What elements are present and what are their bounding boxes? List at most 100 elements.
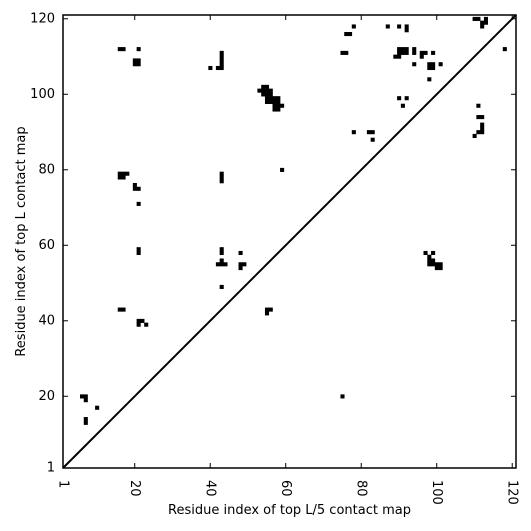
contact-cell (268, 88, 273, 93)
contact-cell (404, 24, 409, 29)
contact-cell (83, 420, 88, 425)
contact-cell (132, 182, 137, 188)
contact-cell (397, 50, 402, 55)
contact-cell (438, 262, 443, 267)
y-axis-label: Residue index of top L contact map (14, 126, 29, 356)
contact-cell (344, 50, 349, 55)
contact-cell (261, 88, 266, 93)
contact-cell (400, 50, 405, 55)
contact-cell (423, 250, 428, 256)
contact-cell (276, 107, 281, 112)
contact-cell (272, 103, 277, 108)
contact-cell (431, 250, 436, 256)
contact-cell (136, 47, 141, 52)
contact-cell (344, 31, 349, 37)
contact-cell (242, 262, 247, 267)
contact-cell (502, 47, 507, 52)
contact-cell (261, 84, 266, 89)
contact-cell (412, 47, 417, 52)
contact-cell (476, 115, 481, 120)
contact-cell (79, 394, 85, 399)
contact-cell (340, 50, 345, 55)
contact-cell (144, 322, 149, 327)
contact-cell (121, 171, 126, 176)
contact-cell (264, 88, 270, 93)
contact-cell (117, 171, 122, 176)
contact-cell (272, 96, 277, 101)
contact-cell (476, 103, 481, 108)
contact-cell (419, 50, 424, 55)
contact-cell (219, 262, 224, 267)
contact-cell (397, 47, 402, 52)
contact-cell (348, 31, 353, 37)
contact-cell (483, 16, 488, 21)
contact-cell (340, 394, 345, 399)
contact-cell (132, 58, 137, 63)
contact-cell (219, 175, 224, 180)
contact-cell (83, 394, 88, 399)
contact-cell (431, 258, 436, 263)
contact-cell (272, 99, 277, 105)
contact-cell (272, 107, 277, 112)
contact-cell (404, 47, 409, 52)
contact-cell (219, 258, 224, 263)
y-tick-label: 1 (47, 461, 55, 476)
contact-cell (264, 311, 270, 316)
y-tick-label: 80 (38, 162, 55, 177)
contact-cell (264, 99, 270, 105)
diagonal-line (62, 14, 517, 469)
contact-cell (480, 20, 485, 25)
contact-cell (219, 179, 224, 184)
contact-cell (117, 307, 122, 312)
contact-cell (427, 258, 432, 263)
contact-cell (136, 247, 141, 252)
contact-cell (397, 24, 402, 29)
contact-cell (404, 50, 409, 55)
contact-cell (136, 201, 141, 206)
contact-cell (276, 103, 281, 108)
contact-cell (427, 254, 432, 259)
contact-cell (427, 262, 432, 267)
contact-cell (264, 92, 270, 97)
contact-cell (280, 103, 285, 108)
y-tick-label: 40 (38, 313, 55, 328)
contact-cell (483, 20, 488, 25)
contact-cell (276, 99, 281, 105)
contact-cell (366, 130, 371, 135)
contact-cell (385, 24, 390, 29)
contact-cell (427, 62, 432, 67)
contact-cell (132, 186, 137, 191)
contact-cell (219, 54, 224, 59)
contact-cell (370, 137, 375, 142)
contact-cell (125, 171, 130, 176)
contact-cell (431, 65, 436, 71)
contact-cell (476, 130, 481, 135)
contact-cell (238, 262, 243, 267)
x-tick-label: 1 (56, 480, 71, 488)
contact-cell (476, 16, 481, 21)
contact-cell (480, 130, 485, 135)
contact-cell (431, 50, 436, 55)
contact-cell (136, 322, 141, 327)
contact-cell (397, 54, 402, 59)
contact-cell (404, 96, 409, 101)
contact-cell (238, 266, 243, 271)
x-tick-label: 60 (278, 480, 293, 497)
contact-cell (208, 65, 213, 71)
contact-cell (264, 84, 270, 89)
contact-cell (219, 247, 224, 252)
contact-cell (434, 266, 439, 271)
contact-cell (370, 130, 375, 135)
contact-cell (215, 65, 220, 71)
contact-cell (419, 54, 424, 59)
contact-cell (95, 405, 100, 410)
x-axis-label: Residue index of top L/5 contact map (168, 503, 411, 518)
contact-cell (219, 62, 224, 67)
contact-cell (238, 250, 243, 256)
contact-cell (140, 318, 145, 323)
contact-cell (472, 16, 477, 21)
contact-cell (423, 50, 428, 55)
contact-cell (261, 92, 266, 97)
contact-cell (276, 96, 281, 101)
